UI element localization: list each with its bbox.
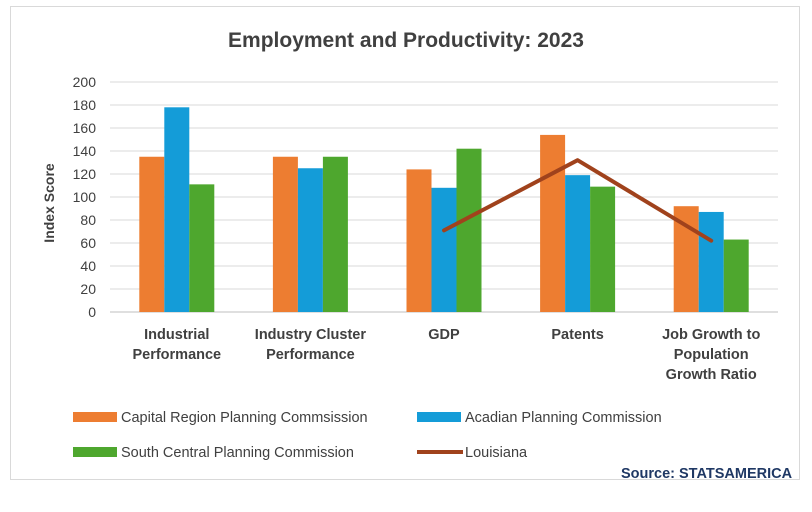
y-tick-label: 40	[80, 258, 96, 274]
y-tick-label: 0	[88, 304, 96, 320]
x-tick-label: Performance	[132, 347, 221, 363]
bar	[297, 168, 323, 312]
bar	[406, 169, 432, 312]
bar	[189, 184, 215, 312]
y-tick-label: 100	[73, 189, 97, 205]
x-tick-label: GDP	[428, 327, 460, 343]
bar	[164, 107, 190, 312]
legend-label: South Central Planning Commission	[121, 445, 354, 461]
legend-label: Capital Region Planning Commsission	[121, 410, 368, 426]
chart-title: Employment and Productivity: 2023	[228, 29, 584, 52]
y-axis-label: Index Score	[41, 163, 57, 243]
y-tick-label: 140	[73, 143, 97, 159]
y-tick-label: 20	[80, 281, 96, 297]
bar	[565, 175, 591, 312]
legend-swatch	[73, 447, 117, 457]
bar	[431, 187, 457, 312]
bar	[456, 148, 482, 312]
x-tick-label: Industry Cluster	[255, 327, 367, 343]
x-tick-label: Population	[674, 347, 749, 363]
bar	[272, 156, 298, 312]
bar	[540, 134, 566, 312]
bar	[723, 239, 749, 312]
chart-svg: Employment and Productivity: 2023 0 20 40 60…	[41, 29, 778, 461]
y-tick-label: 120	[73, 166, 97, 182]
y-tick-label: 200	[73, 74, 97, 90]
legend-label: Louisiana	[465, 445, 528, 461]
bar	[590, 186, 616, 312]
legend-swatch	[73, 412, 117, 422]
legend-swatch	[417, 412, 461, 422]
x-tick-label: Job Growth to	[662, 327, 760, 343]
chart-frame: Employment and Productivity: 2023 0 20 40 60…	[10, 6, 800, 482]
bar	[322, 156, 348, 312]
x-tick-label: Growth Ratio	[666, 367, 757, 383]
bar	[139, 156, 165, 312]
legend-label: Acadian Planning Commission	[465, 410, 662, 426]
y-tick-label: 180	[73, 97, 97, 113]
x-tick-label: Industrial	[144, 327, 209, 343]
x-tick-label: Patents	[551, 327, 603, 343]
y-tick-label: 80	[80, 212, 96, 228]
y-tick-label: 160	[73, 120, 97, 136]
y-tick-label: 60	[80, 235, 96, 251]
x-tick-label: Performance	[266, 347, 355, 363]
line-series	[442, 158, 714, 243]
source-note: Source: STATSAMERICA	[621, 466, 793, 482]
bar	[698, 211, 724, 312]
